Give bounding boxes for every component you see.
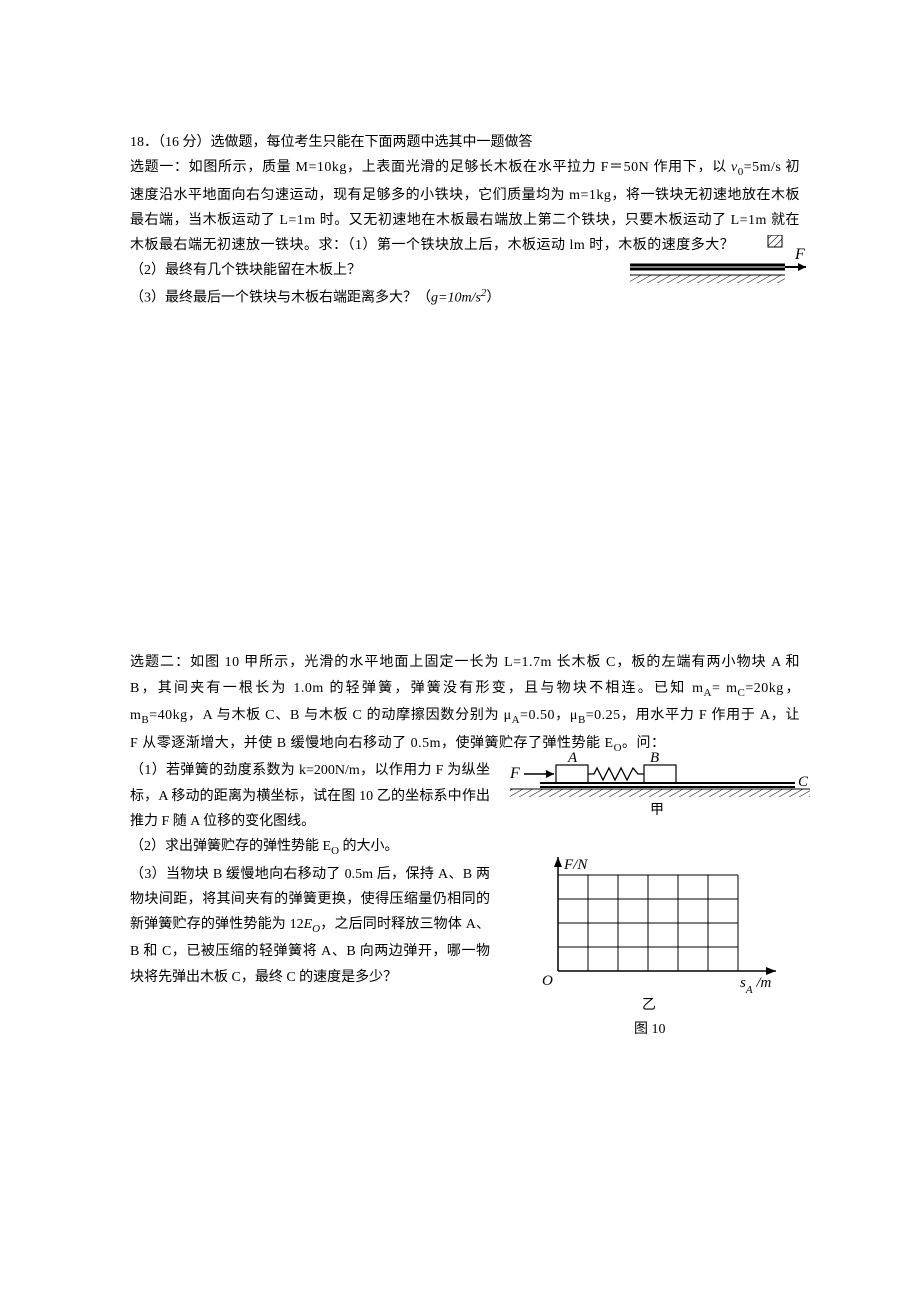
spacer xyxy=(130,310,800,650)
q2-s3E: E xyxy=(304,917,313,932)
muB-sub: B xyxy=(578,714,586,726)
q2-s3: （3）当物块 B 缓慢地向右移动了 0.5m 后，保持 A、B 两物块间距，将其… xyxy=(130,862,490,990)
q2-s3sub: O xyxy=(312,923,320,935)
q2-s2-sub: O xyxy=(331,845,339,857)
question-18-option-1: 18．（16 分）选做题，每位考生只能在下面两题中选其中一题做答 选题一：如图所… xyxy=(130,130,800,310)
q2-body: 选题二：如图 10 甲所示，光滑的水平地面上固定一长为 L=1.7m 长木板 C… xyxy=(130,650,800,758)
force-label: F xyxy=(794,246,805,263)
q2-t7: 。问： xyxy=(622,736,666,751)
q2-t4: =40kg，A 与木板 C、B 与木板 C 的动摩擦因数分别为 μ xyxy=(149,708,511,723)
q2-t1: 选题二：如图 10 甲所示，光滑的水平地面上固定一长为 L=1.7m 长木板 C… xyxy=(130,655,800,695)
q18-header: 18．（16 分）选做题，每位考生只能在下面两题中选其中一题做答 xyxy=(130,130,800,155)
svg-text:O: O xyxy=(542,973,553,989)
chart-svg: F/N OsA /m 乙图 10 xyxy=(530,855,790,1045)
svg-text:乙: 乙 xyxy=(642,997,656,1013)
g-expr: g=10m/s xyxy=(431,290,481,305)
A-label: A xyxy=(567,750,578,766)
F-label: F xyxy=(510,765,520,782)
q2-s2a: （2）求出弹簧贮存的弹性势能 E xyxy=(130,839,331,854)
q2-t2: = m xyxy=(712,681,738,696)
figure-10-jia: F A B C xyxy=(510,750,810,820)
q2-s2b: 的大小。 xyxy=(339,839,399,854)
svg-text:F/N: F/N xyxy=(563,857,588,873)
figure-plank-force: F xyxy=(630,235,810,285)
C-label: C xyxy=(798,774,809,790)
jia-caption: 甲 xyxy=(650,803,664,818)
muA-sub: A xyxy=(512,714,520,726)
B-label: B xyxy=(650,750,659,766)
q2-subquestions: （1）若弹簧的劲度系数为 k=200N/m，以作用力 F 为纵坐标，A 移动的距… xyxy=(130,758,490,990)
q18-sub3-a: （3）最终最后一个铁块与木板右端距离多大？（ xyxy=(130,290,431,305)
svg-text:sA /m: sA /m xyxy=(740,975,771,996)
question-18-option-2: 选题二：如图 10 甲所示，光滑的水平地面上固定一长为 L=1.7m 长木板 C… xyxy=(130,650,800,989)
mA-sub: A xyxy=(704,686,712,698)
q2-t5: =0.50，μ xyxy=(520,708,578,723)
q2-s2: （2）求出弹簧贮存的弹性势能 EO 的大小。 xyxy=(130,834,490,862)
svg-text:图 10: 图 10 xyxy=(634,1022,666,1037)
q2-s1: （1）若弹簧的劲度系数为 k=200N/m，以作用力 F 为纵坐标，A 移动的距… xyxy=(130,758,490,834)
figure-10-yi: F/N OsA /m 乙图 10 xyxy=(530,855,810,1054)
q18-text-a: 选题一：如图所示，质量 M=10kg，上表面光滑的足够长木板在水平拉力 F＝50… xyxy=(130,160,731,175)
figure-10: F A B C xyxy=(510,750,810,1053)
v0-symbol: v xyxy=(731,160,738,175)
q18-sub3-b: ） xyxy=(486,290,500,305)
plank-svg: F xyxy=(630,235,810,290)
